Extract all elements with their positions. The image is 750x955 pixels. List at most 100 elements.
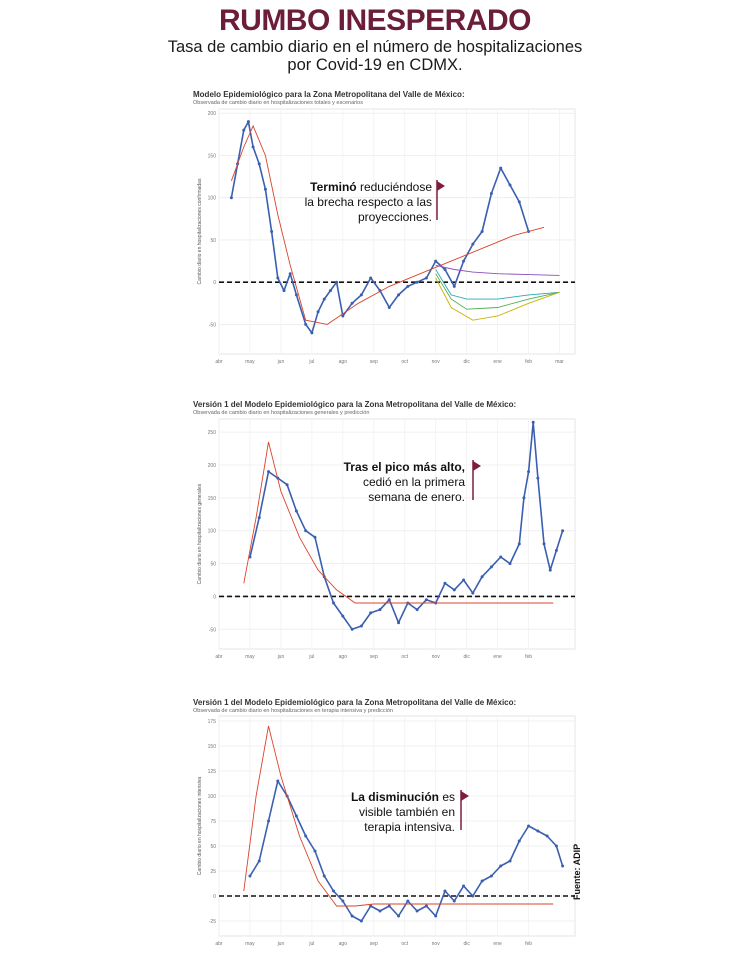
- x-tick-label: dic: [463, 654, 470, 660]
- data-point-observado: [480, 230, 484, 233]
- data-point-observado: [359, 919, 363, 923]
- data-point-observado: [350, 301, 354, 305]
- data-point-observado: [387, 306, 391, 310]
- data-point-observado: [434, 914, 438, 918]
- y-tick-label: 100: [208, 529, 217, 535]
- data-point-observado: [415, 608, 419, 612]
- annotation-1: Terminó reduciéndose la brecha respecto …: [300, 180, 432, 225]
- annotation-1-rest: reduciéndose la brecha respecto a las pr…: [304, 180, 432, 224]
- x-tick-label: jun: [277, 654, 285, 660]
- x-tick-label: feb: [525, 359, 532, 365]
- data-point-observado: [397, 293, 401, 297]
- plot-area: [218, 418, 576, 650]
- annotation-1-bold: Terminó: [310, 180, 357, 194]
- data-point-observado: [531, 420, 535, 424]
- data-point-observado: [304, 529, 308, 533]
- data-point-observado: [527, 470, 531, 474]
- data-point-observado: [452, 284, 456, 288]
- x-tick-label: mar: [555, 359, 564, 365]
- data-point-observado: [313, 535, 317, 539]
- data-point-observado: [276, 276, 280, 280]
- series-line-escenario: [435, 273, 560, 310]
- data-point-observado: [350, 914, 354, 918]
- chart-panel-3: Versión 1 del Modelo Epidemiológico para…: [193, 698, 583, 714]
- data-point-observado: [282, 289, 286, 293]
- data-point-observado: [304, 834, 308, 838]
- chart-3: -25 0 25 50 75 100 125 150 175 abr may jun jul ago sep…: [197, 715, 576, 947]
- data-point-observado: [406, 284, 410, 288]
- chart-panel-1: Modelo Epidemiológico para la Zona Metro…: [193, 90, 583, 106]
- data-point-observado: [480, 879, 484, 883]
- data-point-observado: [443, 268, 447, 272]
- y-tick-label: 50: [210, 844, 216, 850]
- data-point-observado: [517, 839, 521, 843]
- x-tick-label: ago: [339, 359, 348, 365]
- data-point-observado: [480, 575, 484, 579]
- data-point-observado: [229, 196, 233, 200]
- series-line-escenario: [435, 269, 560, 300]
- y-tick-label: 25: [210, 869, 216, 875]
- chart-2-subtitle: Observada de cambio diario en hospitaliz…: [193, 410, 370, 416]
- series-line-modelo: [243, 725, 554, 907]
- data-point-observado: [415, 909, 419, 913]
- y-axis-label: Cambio diario en hospitalizaciones inten…: [197, 777, 203, 876]
- annotation-3-rest: es visible también en terapia intensiva.: [358, 790, 455, 834]
- data-point-observado: [257, 516, 261, 520]
- x-tick-label: jul: [308, 654, 314, 660]
- data-point-observado: [517, 200, 521, 204]
- x-tick-label: abr: [215, 359, 223, 365]
- data-point-observado: [424, 598, 428, 602]
- flag-icon-1: [436, 180, 445, 220]
- x-tick-label: ene: [493, 359, 502, 365]
- y-tick-label: 125: [208, 769, 217, 775]
- data-point-observado: [350, 627, 354, 631]
- data-point-observado: [489, 874, 493, 878]
- data-point-observado: [489, 565, 493, 569]
- data-point-observado: [248, 874, 252, 878]
- series-line-modelo: [243, 441, 554, 604]
- x-tick-label: nov: [432, 654, 441, 660]
- data-point-observado: [415, 280, 419, 284]
- x-tick-label: may: [245, 654, 255, 660]
- data-point-observado: [322, 874, 326, 878]
- data-point-observado: [517, 542, 521, 546]
- data-point-observado: [462, 884, 466, 888]
- y-tick-label: 150: [208, 744, 217, 750]
- x-tick-label: oct: [401, 941, 408, 947]
- subtitle-line-1: Tasa de cambio diario en el número de ho…: [167, 38, 583, 56]
- y-tick-label: 150: [208, 153, 217, 159]
- data-point-observado: [536, 829, 540, 833]
- data-point-observado: [328, 289, 332, 293]
- annotation-3: La disminución es visible también en ter…: [340, 790, 455, 835]
- annotation-3-bold: La disminución: [350, 790, 439, 804]
- data-point-observado: [359, 624, 363, 628]
- data-point-observado: [387, 598, 391, 602]
- data-point-observado: [462, 259, 466, 263]
- data-point-observado: [471, 894, 475, 898]
- data-point-observado: [397, 621, 401, 625]
- plot-area: [218, 715, 576, 937]
- data-point-observado: [242, 128, 246, 132]
- flag-icon-3: [460, 790, 469, 830]
- data-point-observado: [406, 899, 410, 903]
- annotation-2-rest: cedió en la primera semana de enero.: [362, 475, 465, 504]
- y-tick-label: 100: [208, 794, 217, 800]
- data-point-observado: [341, 899, 345, 903]
- chart-1-title: Modelo Epidemiológico para la Zona Metro…: [193, 90, 465, 99]
- data-point-observado: [561, 864, 565, 868]
- x-tick-label: oct: [401, 359, 408, 365]
- chart-panel-2: Versión 1 del Modelo Epidemiológico para…: [193, 400, 583, 416]
- x-tick-label: ago: [339, 654, 348, 660]
- data-point-observado: [267, 470, 271, 474]
- data-point-observado: [369, 904, 373, 908]
- y-axis-label: Cambio diario en hospitalizaciones confi…: [197, 178, 203, 284]
- data-point-observado: [341, 314, 345, 318]
- data-point-observado: [304, 322, 308, 326]
- data-point-observado: [257, 162, 261, 166]
- data-point-observado: [378, 608, 382, 612]
- y-tick-label: 75: [210, 819, 216, 825]
- data-point-observado: [359, 293, 363, 297]
- x-tick-label: oct: [401, 654, 408, 660]
- data-point-observado: [508, 562, 512, 566]
- x-tick-label: nov: [432, 359, 441, 365]
